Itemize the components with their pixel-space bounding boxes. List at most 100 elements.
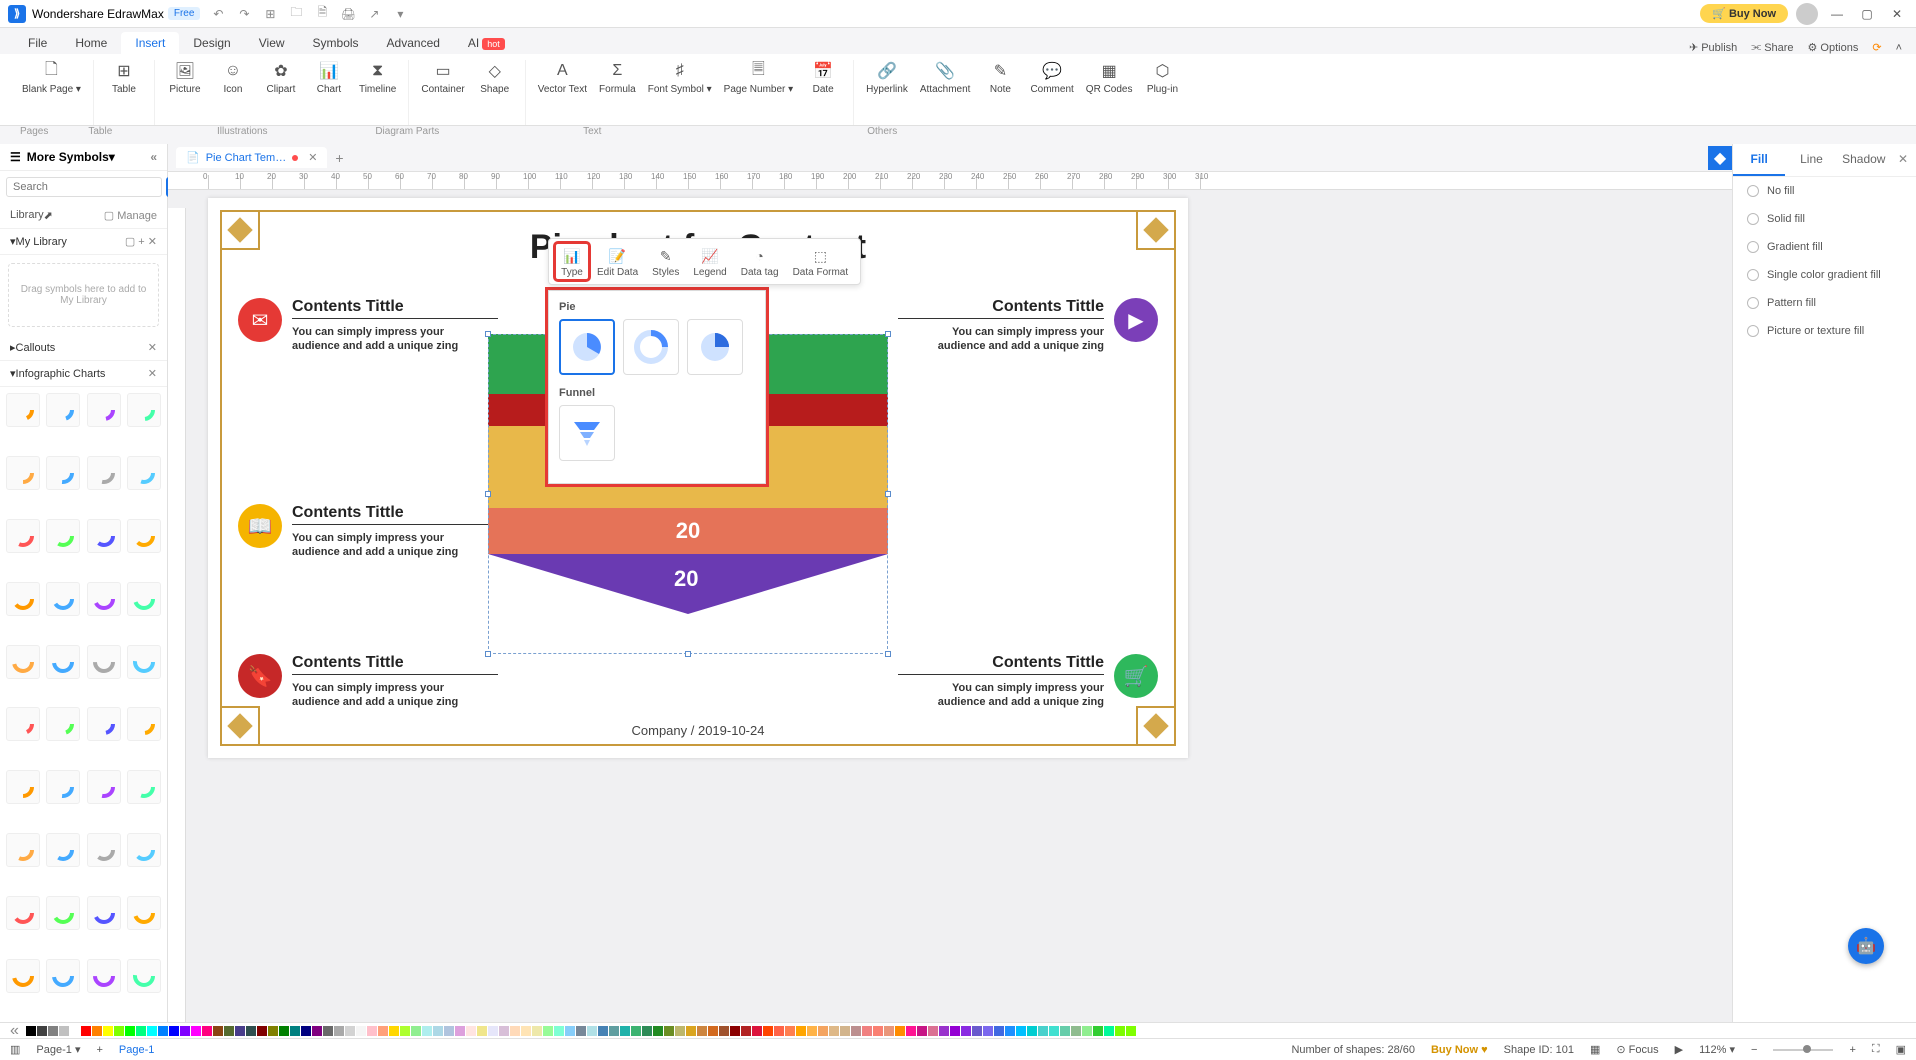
chart-dataformat-button[interactable]: ⬚Data Format xyxy=(787,243,855,280)
color-swatch[interactable] xyxy=(389,1026,399,1036)
color-swatch[interactable] xyxy=(686,1026,696,1036)
play-icon[interactable]: ▶ xyxy=(1675,1043,1683,1056)
color-swatch[interactable] xyxy=(37,1026,47,1036)
ribbon-table[interactable]: ⊞Table xyxy=(106,60,142,95)
document-tab[interactable]: 📄 Pie Chart Tem… ✕ xyxy=(176,147,327,168)
fit-page-icon[interactable]: ⛶ xyxy=(1872,1043,1880,1056)
symbol-thumb[interactable] xyxy=(87,833,121,867)
color-swatch[interactable] xyxy=(719,1026,729,1036)
color-swatch[interactable] xyxy=(422,1026,432,1036)
zoom-level[interactable]: 112% ▾ xyxy=(1699,1043,1735,1056)
zoom-in-button[interactable]: + xyxy=(1849,1044,1855,1056)
help-icon[interactable]: ⟳ xyxy=(1872,41,1881,54)
manage-button[interactable]: ▢ Manage xyxy=(104,209,157,222)
color-swatch[interactable] xyxy=(807,1026,817,1036)
color-swatch[interactable] xyxy=(268,1026,278,1036)
drop-zone[interactable]: Drag symbols here to add to My Library xyxy=(8,263,159,327)
color-swatch[interactable] xyxy=(59,1026,69,1036)
color-swatch[interactable] xyxy=(191,1026,201,1036)
pie-option-2[interactable] xyxy=(623,319,679,375)
color-swatch[interactable] xyxy=(301,1026,311,1036)
symbol-thumb[interactable] xyxy=(87,393,121,427)
color-swatch[interactable] xyxy=(928,1026,938,1036)
color-swatch[interactable] xyxy=(532,1026,542,1036)
symbol-thumb[interactable] xyxy=(6,896,40,930)
color-swatch[interactable] xyxy=(1027,1026,1037,1036)
ribbon-picture[interactable]: 🖼Picture xyxy=(167,60,203,95)
user-avatar[interactable] xyxy=(1796,3,1818,25)
color-swatch[interactable] xyxy=(466,1026,476,1036)
ribbon-vector-text[interactable]: AVector Text xyxy=(538,60,587,95)
view-mode-icon[interactable]: ▥ xyxy=(10,1043,20,1056)
zoom-out-button[interactable]: − xyxy=(1751,1044,1757,1056)
rp-tab-line[interactable]: Line xyxy=(1785,144,1837,176)
pie-option-1[interactable] xyxy=(559,319,615,375)
color-swatch[interactable] xyxy=(213,1026,223,1036)
callouts-section[interactable]: ▸ Callouts ✕ xyxy=(0,335,167,361)
qat-icon-3[interactable]: 🗎 xyxy=(314,6,330,22)
color-swatch[interactable] xyxy=(103,1026,113,1036)
page[interactable]: Pie chart for Content ✉ Contents Tittle … xyxy=(208,198,1188,758)
redo-icon[interactable]: ↷ xyxy=(236,6,252,22)
chart-datatag-button[interactable]: ◔Data tag xyxy=(735,243,785,280)
export-icon[interactable]: ↗ xyxy=(366,6,382,22)
fill-option[interactable]: Pattern fill xyxy=(1733,289,1916,317)
color-swatch[interactable] xyxy=(554,1026,564,1036)
color-swatch[interactable] xyxy=(433,1026,443,1036)
color-swatch[interactable] xyxy=(653,1026,663,1036)
symbol-thumb[interactable] xyxy=(46,959,80,993)
tab-view[interactable]: View xyxy=(245,32,299,54)
undo-icon[interactable]: ↶ xyxy=(210,6,226,22)
collapse-left-icon[interactable]: « xyxy=(150,150,157,164)
color-swatch[interactable] xyxy=(884,1026,894,1036)
color-swatch[interactable] xyxy=(620,1026,630,1036)
symbol-thumb[interactable] xyxy=(127,833,161,867)
color-swatch[interactable] xyxy=(1038,1026,1048,1036)
symbol-thumb[interactable] xyxy=(46,896,80,930)
color-swatch[interactable] xyxy=(334,1026,344,1036)
palette-toggle-icon[interactable]: « xyxy=(10,1022,19,1040)
color-swatch[interactable] xyxy=(950,1026,960,1036)
symbol-thumb[interactable] xyxy=(6,770,40,804)
symbol-thumb[interactable] xyxy=(6,707,40,741)
symbol-thumb[interactable] xyxy=(46,519,80,553)
color-swatch[interactable] xyxy=(477,1026,487,1036)
color-swatch[interactable] xyxy=(708,1026,718,1036)
color-swatch[interactable] xyxy=(873,1026,883,1036)
chart-type-button[interactable]: 📊Type xyxy=(555,243,589,280)
color-swatch[interactable] xyxy=(1082,1026,1092,1036)
zoom-slider[interactable] xyxy=(1773,1049,1833,1051)
color-swatch[interactable] xyxy=(158,1026,168,1036)
maximize-button[interactable]: ▢ xyxy=(1856,3,1878,25)
symbol-thumb[interactable] xyxy=(6,519,40,553)
qat-icon-1[interactable]: ⊞ xyxy=(262,6,278,22)
color-swatch[interactable] xyxy=(851,1026,861,1036)
fill-option[interactable]: Single color gradient fill xyxy=(1733,261,1916,289)
symbol-thumb[interactable] xyxy=(6,582,40,616)
color-swatch[interactable] xyxy=(895,1026,905,1036)
color-swatch[interactable] xyxy=(235,1026,245,1036)
color-swatch[interactable] xyxy=(323,1026,333,1036)
tab-ai[interactable]: AIhot xyxy=(454,32,519,54)
symbol-thumb[interactable] xyxy=(127,896,161,930)
new-doc-button[interactable]: + xyxy=(335,150,343,166)
color-swatch[interactable] xyxy=(917,1026,927,1036)
color-swatch[interactable] xyxy=(1049,1026,1059,1036)
color-swatch[interactable] xyxy=(631,1026,641,1036)
ribbon-attachment[interactable]: 📎Attachment xyxy=(920,60,971,95)
color-swatch[interactable] xyxy=(114,1026,124,1036)
color-swatch[interactable] xyxy=(367,1026,377,1036)
rp-tab-shadow[interactable]: Shadow xyxy=(1838,144,1890,176)
qat-icon-2[interactable]: 🗀 xyxy=(288,6,304,22)
chart-editdata-button[interactable]: 📝Edit Data xyxy=(591,243,644,280)
color-swatch[interactable] xyxy=(642,1026,652,1036)
color-swatch[interactable] xyxy=(576,1026,586,1036)
fill-option[interactable]: No fill xyxy=(1733,177,1916,205)
chart-styles-button[interactable]: ✎Styles xyxy=(646,243,685,280)
color-swatch[interactable] xyxy=(257,1026,267,1036)
symbol-thumb[interactable] xyxy=(127,393,161,427)
color-swatch[interactable] xyxy=(609,1026,619,1036)
symbol-thumb[interactable] xyxy=(127,582,161,616)
color-swatch[interactable] xyxy=(796,1026,806,1036)
grid-icon[interactable]: ▦ xyxy=(1590,1043,1600,1056)
